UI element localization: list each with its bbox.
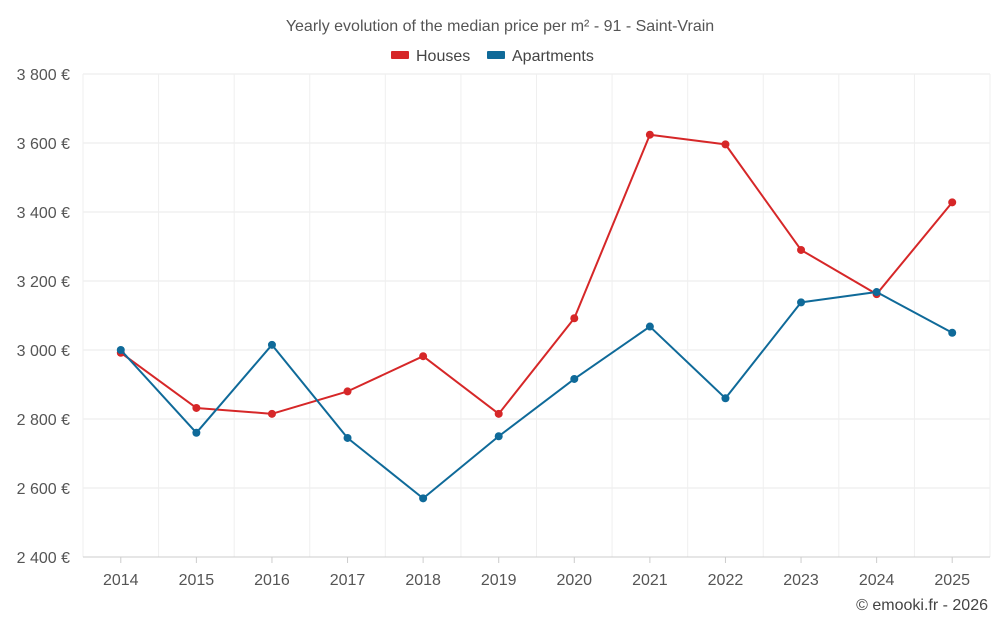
x-tick-label: 2014 [103, 572, 139, 589]
data-point-apartments[interactable] [192, 428, 201, 437]
data-point-apartments[interactable] [494, 432, 503, 441]
y-tick-label: 2 600 € [17, 481, 70, 498]
y-tick-label: 2 400 € [17, 550, 70, 567]
x-tick-label: 2016 [254, 572, 290, 589]
x-tick-label: 2023 [783, 572, 819, 589]
data-point-houses[interactable] [721, 140, 730, 149]
data-point-apartments[interactable] [116, 346, 125, 354]
credit-text: © emooki.fr - 2026 [856, 597, 988, 614]
legend-swatch-houses [391, 51, 409, 59]
data-point-apartments[interactable] [419, 494, 428, 503]
data-point-houses[interactable] [192, 403, 201, 412]
data-point-apartments[interactable] [343, 433, 352, 442]
x-tick-label: 2022 [708, 572, 744, 589]
x-tick-label: 2019 [481, 572, 517, 589]
data-point-apartments[interactable] [948, 328, 957, 337]
grid [82, 73, 991, 558]
y-tick-label: 3 000 € [17, 343, 70, 360]
x-tick-label: 2018 [405, 572, 441, 589]
legend-swatch-apartments [487, 51, 505, 59]
legend-label-apartments: Apartments [512, 48, 594, 65]
series [116, 130, 957, 503]
data-point-houses[interactable] [645, 130, 654, 139]
x-tick-label: 2017 [330, 572, 366, 589]
series-line-apartments [120, 291, 953, 500]
legend-label-houses: Houses [416, 48, 470, 65]
data-point-apartments[interactable] [645, 322, 654, 331]
data-point-houses[interactable] [267, 409, 276, 418]
data-point-apartments[interactable] [797, 298, 806, 307]
data-point-houses[interactable] [419, 352, 428, 361]
x-tick-label: 2015 [179, 572, 215, 589]
data-point-houses[interactable] [570, 314, 579, 323]
axes: 2 400 € 2 600 € 2 800 € 3 000 € 3 200 € 3 400… [17, 67, 990, 589]
data-point-apartments[interactable] [267, 340, 276, 349]
y-tick-label: 3 800 € [17, 67, 70, 84]
data-point-houses[interactable] [948, 198, 957, 207]
x-tick-label: 2025 [934, 572, 970, 589]
data-point-apartments[interactable] [570, 374, 579, 383]
x-tick-label: 2021 [632, 572, 668, 589]
x-tick-label: 2020 [556, 572, 592, 589]
y-tick-label: 3 600 € [17, 136, 70, 153]
y-tick-label: 3 200 € [17, 274, 70, 291]
x-tick-label: 2024 [859, 572, 895, 589]
data-point-apartments[interactable] [872, 288, 881, 297]
data-point-apartments[interactable] [721, 394, 730, 403]
legend: Houses Apartments [391, 48, 594, 65]
y-tick-label: 3 400 € [17, 205, 70, 222]
series-line-houses [120, 133, 953, 415]
data-point-houses[interactable] [797, 245, 806, 254]
chart-title: Yearly evolution of the median price per… [286, 18, 714, 35]
data-point-houses[interactable] [343, 387, 352, 396]
y-tick-label: 2 800 € [17, 412, 70, 429]
legend-item-apartments[interactable]: Apartments [487, 48, 594, 65]
data-point-houses[interactable] [494, 409, 503, 418]
legend-item-houses[interactable]: Houses [391, 48, 470, 65]
